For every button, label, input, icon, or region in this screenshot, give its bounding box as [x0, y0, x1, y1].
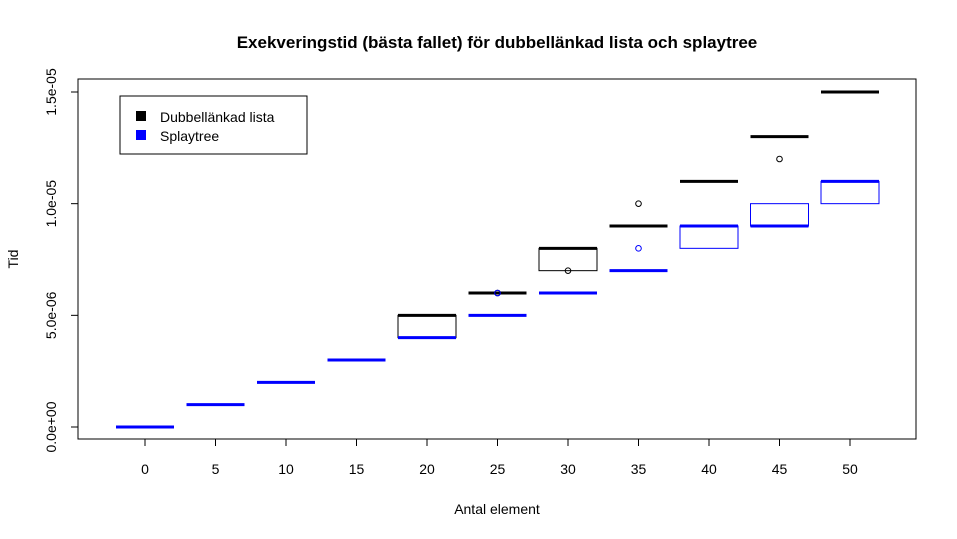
box-body-dubbellankad	[538, 247, 598, 272]
y-tick-label: 5.0e-06	[43, 291, 59, 339]
legend-label-splaytree: Splaytree	[160, 128, 219, 144]
outlier-point-dubbellankad	[776, 155, 783, 163]
outlier-point-splaytree	[635, 245, 642, 252]
box-body-splaytree	[750, 203, 809, 227]
outlier-point-dubbellankad	[635, 200, 642, 207]
x-tick-label: 35	[631, 461, 647, 477]
x-tick-label: 20	[419, 461, 435, 477]
legend-swatch-dubbellankad	[136, 111, 146, 121]
x-tick-label: 50	[842, 461, 858, 477]
x-axis-label: Antal element	[454, 501, 540, 517]
outlier-point-dubbellankad	[564, 267, 572, 274]
box-splaytree-50	[820, 179, 880, 205]
legend-label-dubbellankad: Dubbellänkad lista	[160, 109, 275, 125]
box-dubbellankad-35	[609, 200, 668, 228]
box-dubbellankad-20	[397, 313, 457, 339]
y-tick-label: 0.0e+00	[43, 401, 59, 452]
box-splaytree-35	[609, 245, 668, 273]
x-axis: 0 5 10 15 20 25 30 35 40 45 50	[141, 438, 858, 477]
x-tick-label: 40	[701, 461, 717, 477]
y-tick-label: 1.5e-05	[43, 68, 59, 116]
box-dubbellankad-30	[538, 246, 598, 274]
x-tick-label: 5	[212, 461, 220, 477]
legend-swatch-splaytree	[136, 130, 146, 140]
box-dubbellankad-45	[750, 135, 809, 163]
boxes-layer	[116, 90, 880, 429]
chart-title: Exekveringstid (bästa fallet) för dubbel…	[237, 33, 758, 52]
x-tick-label: 45	[772, 461, 788, 477]
y-axis-label: Tid	[5, 250, 21, 269]
x-tick-label: 30	[560, 461, 576, 477]
box-body-dubbellankad	[397, 314, 457, 339]
box-splaytree-45	[750, 203, 809, 228]
box-dubbellankad-25	[468, 289, 527, 297]
x-tick-label: 0	[141, 461, 149, 477]
y-axis: 0.0e+00 5.0e-06 1.0e-05 1.5e-05	[43, 68, 79, 453]
box-splaytree-40	[679, 224, 739, 249]
x-tick-label: 25	[490, 461, 506, 477]
x-tick-label: 15	[349, 461, 365, 477]
y-tick-label: 1.0e-05	[43, 180, 59, 228]
outlier-point-splaytree	[494, 289, 501, 297]
legend: Dubbellänkad lista Splaytree	[119, 95, 308, 155]
x-tick-label: 10	[278, 461, 294, 477]
legend-box	[119, 95, 308, 155]
box-body-splaytree	[679, 225, 739, 249]
box-body-splaytree	[820, 180, 880, 205]
box-splaytree-25	[468, 289, 527, 317]
